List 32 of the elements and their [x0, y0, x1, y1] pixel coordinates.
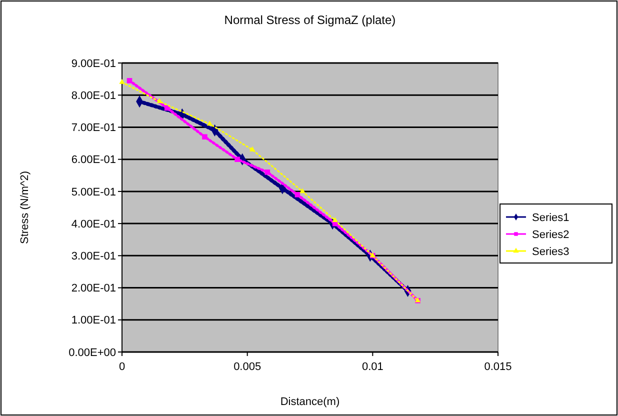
y-tick-label: 7.00E-01 [71, 122, 116, 134]
x-tick-label: 0.015 [484, 361, 512, 373]
point [300, 188, 306, 194]
point [250, 146, 256, 152]
point [332, 217, 338, 222]
legend-label: Series1 [532, 212, 570, 224]
x-tick-label: 0.01 [362, 361, 384, 373]
point [119, 78, 125, 84]
legend-label: Series2 [532, 228, 570, 241]
y-tick-label: 8.00E-01 [71, 90, 116, 102]
y-axis-title: Stress (N/m^2) [19, 171, 31, 244]
x-tick-label: 0.005 [234, 361, 262, 373]
point [234, 156, 240, 162]
point [202, 134, 208, 140]
y-tick-label: 5.00E-01 [71, 186, 116, 198]
y-tick-label: 1.00E-01 [71, 314, 116, 327]
y-tick-label: 3.00E-01 [71, 250, 116, 263]
y-tick-label: 0.00E+00 [68, 346, 116, 359]
y-tick-label: 6.00E-01 [71, 154, 116, 166]
y-tick-label: 9.00E-01 [71, 58, 116, 70]
y-tick-label: 4.00E-01 [71, 218, 116, 230]
point [156, 98, 162, 104]
point [264, 170, 270, 175]
legend-label: Series3 [532, 246, 570, 258]
chart-title: Normal Stress of SigmaZ (plate) [224, 13, 396, 27]
point [164, 105, 170, 111]
x-axis-title: Distance(m) [280, 396, 340, 408]
y-tick-label: 2.00E-01 [71, 282, 116, 295]
x-tick-label: 0 [118, 361, 126, 373]
point [294, 192, 300, 198]
point [206, 120, 213, 126]
point [126, 78, 132, 84]
